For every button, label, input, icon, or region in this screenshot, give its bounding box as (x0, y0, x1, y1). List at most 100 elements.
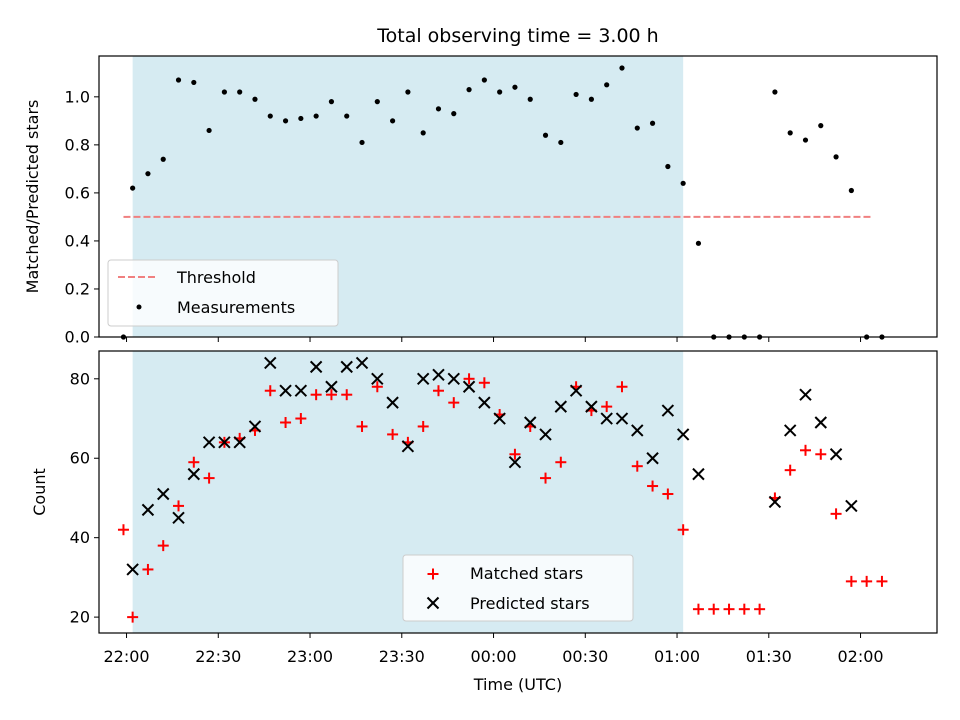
matched-star-point (692, 603, 704, 615)
legend-box (107, 259, 339, 327)
matched-star-point (662, 488, 674, 500)
predicted-star-point-b (264, 356, 277, 370)
legend-matched-swatch (427, 568, 439, 580)
predicted-star-point (202, 436, 216, 449)
measurement-point (558, 139, 564, 146)
matched-star-point (432, 385, 444, 397)
chart-title: Total observing time = 3.00 h (376, 25, 658, 47)
predicted-star-point (661, 404, 675, 417)
measurement-point (374, 99, 380, 105)
predicted-star-point-b (600, 412, 613, 425)
matched-star-point (310, 389, 322, 401)
predicted-star-point-b (157, 487, 170, 501)
predicted-star-point (600, 412, 613, 425)
measurement-point (130, 185, 136, 191)
matched-star-point (601, 401, 613, 413)
x-tick-label: 22:00 (103, 647, 149, 666)
y-tick-label: 0.8 (65, 135, 90, 154)
predicted-star-point-b (845, 499, 858, 513)
predicted-star-point (386, 396, 399, 409)
predicted-star-point (462, 380, 476, 393)
legend-box (402, 554, 634, 622)
x-tick-label: 23:00 (287, 647, 333, 666)
measurement-point (772, 89, 778, 95)
predicted-star-point (432, 368, 445, 382)
legend-predicted-swatch (426, 596, 440, 610)
matched-star-point (142, 563, 154, 575)
measurement-point (298, 115, 304, 122)
predicted-star-point-b (646, 452, 659, 465)
predicted-star-point (401, 440, 415, 453)
predicted-star-point-b (447, 372, 460, 386)
matched-star-point (677, 524, 689, 536)
predicted-star-point (783, 424, 797, 437)
count-legend: Matched stars Predicted stars (402, 554, 634, 622)
matched-star-point (371, 381, 383, 393)
predicted-star-point-b (416, 372, 430, 386)
measurement-point (328, 99, 335, 105)
matched-star-point (509, 448, 521, 460)
predicted-star-point-b (524, 416, 537, 429)
predicted-star-point (141, 503, 155, 517)
measurement-point (787, 130, 793, 136)
matched-star-point (188, 456, 200, 468)
predicted-star-point (524, 416, 537, 429)
predicted-star-point-b (631, 424, 644, 437)
measurement-point (512, 84, 518, 90)
predicted-star-point (845, 499, 858, 513)
measurement-point (695, 240, 702, 246)
matched-star-point (295, 413, 307, 425)
predicted-star-point-b (661, 404, 675, 417)
predicted-star-point-b (508, 456, 522, 469)
matched-star-point (117, 524, 129, 536)
matched-star-point (631, 460, 643, 472)
matched-star-point (448, 397, 460, 409)
predicted-star-point-b (692, 467, 705, 481)
legend-matched-label: Matched stars (470, 564, 583, 583)
predicted-star-point (569, 384, 583, 397)
matched-star-point (647, 480, 659, 492)
matched-star-point (708, 603, 720, 615)
matched-star-point (540, 472, 552, 484)
measurement-point (497, 89, 503, 95)
y-tick-label: 40 (70, 528, 90, 547)
x-tick-label: 00:30 (562, 647, 608, 666)
x-tick-label: 01:30 (746, 647, 792, 666)
predicted-star-point (799, 388, 812, 401)
predicted-star-point-b (141, 503, 155, 517)
measurement-point (542, 132, 549, 138)
matched-star-point (264, 385, 276, 397)
predicted-star-point-b (768, 495, 782, 509)
measurement-point (191, 79, 197, 86)
measurement-point (435, 106, 442, 112)
measurement-point (390, 118, 396, 124)
measurement-point (145, 171, 151, 177)
predicted-star-point-b (325, 380, 338, 393)
measurement-point (313, 113, 319, 119)
matched-star-point (325, 389, 337, 401)
matched-star-point (417, 420, 429, 432)
predicted-star-point (829, 448, 843, 461)
y-tick-label: 60 (70, 449, 90, 468)
y-axis-label: Matched/Predicted stars (23, 100, 42, 294)
predicted-star-point (355, 356, 369, 370)
ratio-legend: Threshold Measurements (107, 259, 339, 327)
matched-star-point (845, 575, 857, 587)
predicted-star-point (493, 412, 506, 425)
predicted-star-point-b (462, 380, 476, 393)
matched-star-point (754, 603, 766, 615)
measurement-point (420, 130, 426, 136)
predicted-star-point-b (187, 467, 201, 481)
measurement-point (802, 137, 809, 143)
measurement-point (588, 96, 595, 102)
predicted-star-point (646, 452, 659, 465)
measurement-point (848, 187, 854, 194)
matched-star-point (478, 377, 490, 389)
measurement-point (527, 96, 533, 102)
measurement-point (634, 125, 640, 131)
ratio-panel: Total observing time = 3.00 h 0.00.20.40… (23, 25, 938, 347)
y-axis-label: Count (30, 468, 49, 516)
matched-star-point (127, 611, 139, 623)
predicted-star-point (157, 487, 170, 501)
